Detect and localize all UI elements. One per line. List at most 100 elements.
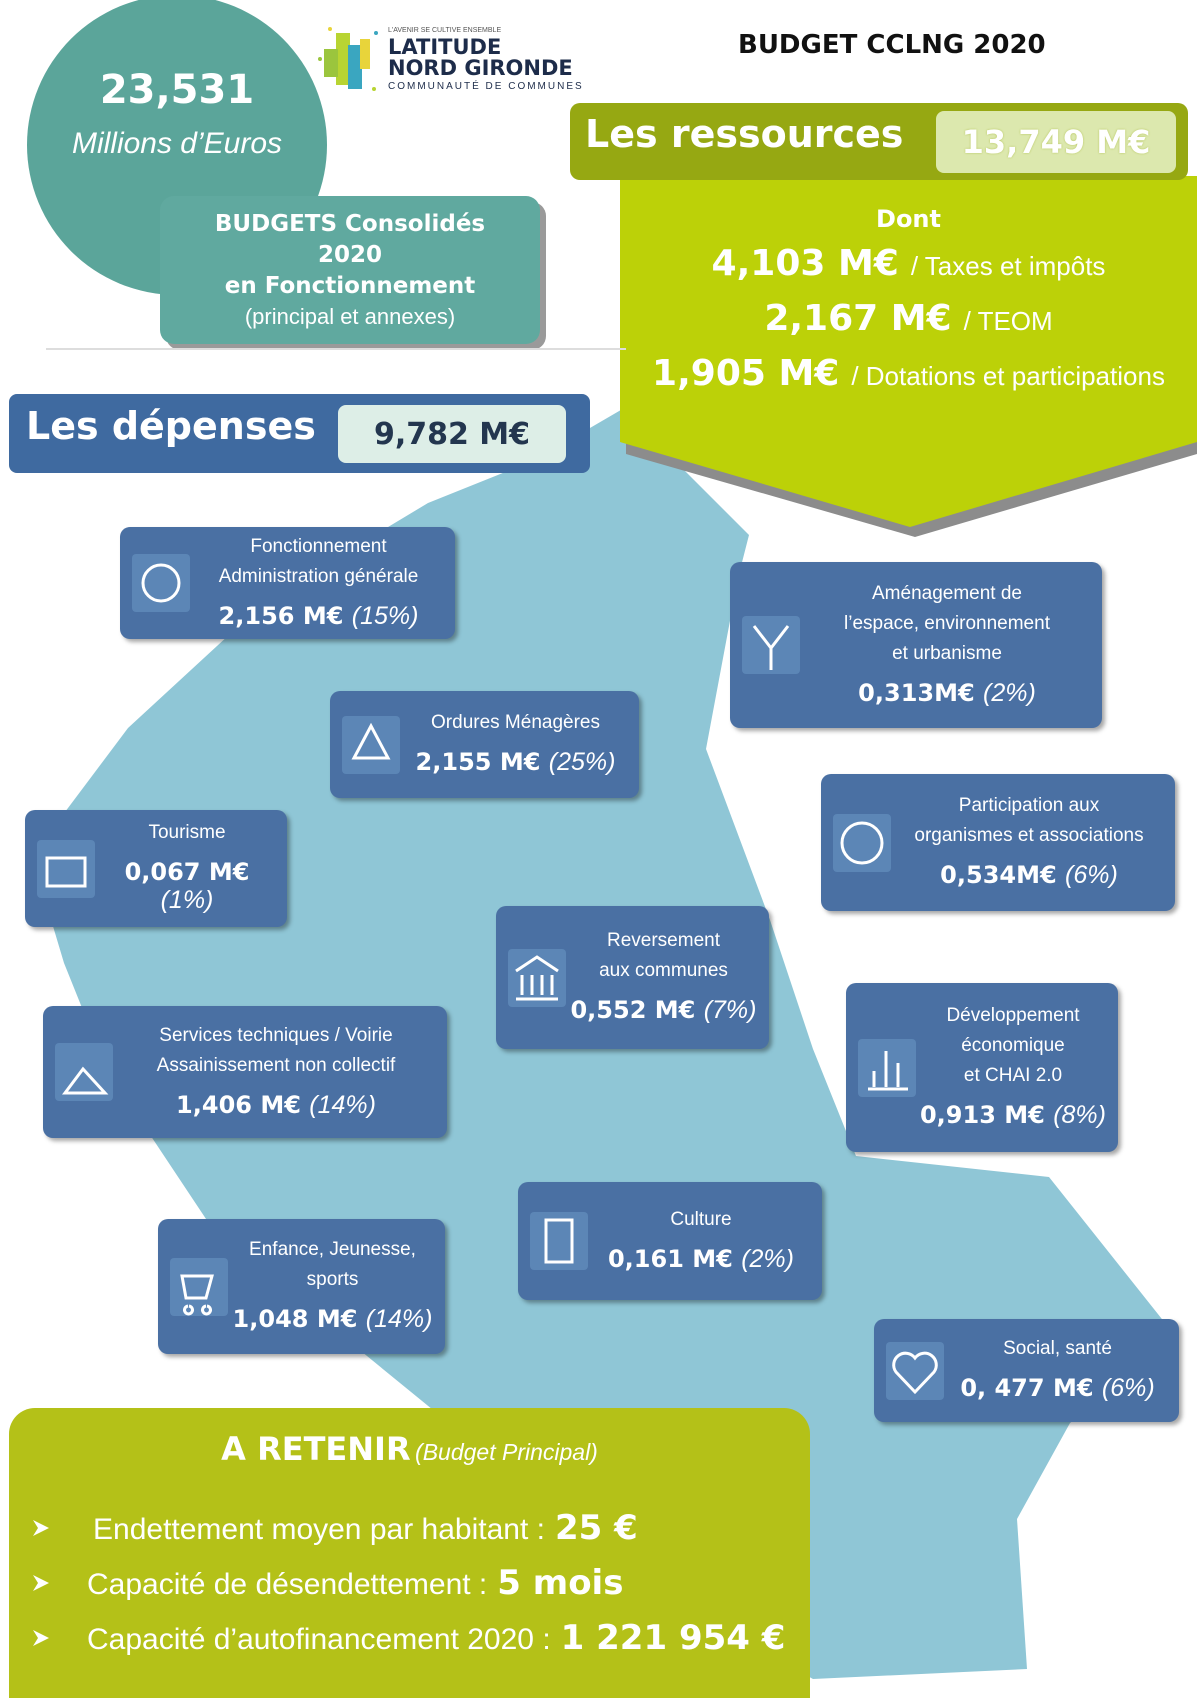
- expense-card: Culture 0,161 M€ (2%): [518, 1182, 822, 1300]
- expense-icon: [342, 715, 400, 774]
- expense-icon: [170, 1257, 228, 1316]
- key-figures: A RETENIR (Budget Principal) Endettement…: [9, 1408, 810, 1698]
- expense-label: Ordures Ménagères: [431, 712, 600, 733]
- expense-share: (8%): [1053, 1101, 1106, 1129]
- expense-text: Culture 0,161 M€ (2%): [590, 1209, 812, 1274]
- expense-label: Administration générale: [218, 565, 419, 587]
- expense-label: Développement: [946, 1005, 1080, 1026]
- icon-shape: [62, 1066, 109, 1095]
- expense-card: Enfance, Jeunesse, sports 1,048 M€ (14%): [158, 1219, 445, 1354]
- expense-label: et CHAI 2.0: [963, 1065, 1063, 1086]
- expense-amount: 0,067 M€: [124, 858, 250, 886]
- resource-label: / Dotations et participations: [851, 361, 1165, 391]
- resource-amount: 4,103 M€: [711, 243, 899, 284]
- consolidated-line: BUDGETS Consolidés: [214, 210, 486, 237]
- key-figure-label: Endettement moyen par habitant :: [93, 1513, 545, 1546]
- expense-amount-row: 1,406 M€ (14%): [115, 1091, 437, 1120]
- expense-icon: [833, 813, 891, 872]
- icon-shape: [180, 1274, 214, 1315]
- expense-label: Social, santé: [1003, 1338, 1112, 1359]
- expense-card: Fonctionnement Administration générale 2,1…: [120, 527, 455, 639]
- expense-text: Aménagement de l’espace, environnement et …: [802, 583, 1092, 708]
- resource-amount: 1,905 M€: [652, 353, 840, 394]
- expense-amount: 0,161 M€: [607, 1244, 733, 1273]
- expense-share: (1%): [160, 886, 214, 914]
- expense-amount-row: 0,913 M€ (8%): [918, 1101, 1108, 1130]
- icon-shape: [868, 1050, 908, 1090]
- expense-amount: 1,406 M€: [176, 1090, 301, 1119]
- expense-text: Ordures Ménagères 2,155 M€ (25%): [402, 712, 629, 777]
- logo-line: COMMUNAUTÉ DE COMMUNES: [388, 81, 584, 92]
- expense-label: Participation aux: [958, 795, 1100, 816]
- page-title: BUDGET CCLNG 2020: [738, 30, 1046, 60]
- icon-shape: [840, 821, 884, 864]
- arrow-shape: [33, 1520, 49, 1536]
- expense-label: Enfance, Jeunesse,: [249, 1239, 416, 1260]
- icon-bg: [37, 839, 95, 898]
- expense-label: Tourisme: [148, 822, 226, 843]
- expense-text: Services techniques / Voirie Assainisseme…: [115, 1025, 437, 1120]
- key-figure-value: 1 221 954 €: [560, 1618, 786, 1658]
- expense-share: (14%): [309, 1090, 376, 1119]
- key-figure: Endettement moyen par habitant : 25 €: [29, 1508, 638, 1548]
- expense-amount-row: 0,067 M€ (1%): [97, 858, 277, 915]
- bullet-arrow: [33, 1575, 49, 1591]
- expense-amount-row: 0,552 M€ (7%): [568, 996, 759, 1025]
- expenses-title: Les dépenses: [26, 404, 316, 448]
- key-figures-title: A RETENIR: [221, 1430, 411, 1468]
- expense-label: l’espace, environnement: [844, 612, 1050, 634]
- expense-label: Services techniques / Voirie: [159, 1024, 393, 1046]
- expense-text: Enfance, Jeunesse, sports 1,048 M€ (14%): [230, 1239, 435, 1334]
- expense-amount: 0,913 M€: [919, 1101, 1045, 1129]
- expense-icon: [508, 948, 566, 1007]
- divider: [46, 348, 626, 350]
- expense-amount-row: 2,155 M€ (25%): [402, 748, 629, 777]
- expense-card: Services techniques / Voirie Assainisseme…: [43, 1006, 447, 1138]
- expense-amount: 2,156 M€: [218, 601, 344, 630]
- expense-card: Participation aux organismes et associati…: [821, 774, 1175, 911]
- logo-mark: [318, 27, 378, 91]
- logo-line: LATITUDE: [388, 35, 502, 59]
- bullet-arrow: [33, 1630, 49, 1646]
- expense-text: Tourisme 0,067 M€ (1%): [97, 822, 277, 915]
- expense-card: Tourisme 0,067 M€ (1%): [25, 810, 287, 927]
- expense-label: et urbanisme: [892, 642, 1002, 664]
- expense-amount: 1,048 M€: [232, 1305, 358, 1333]
- expense-label: Culture: [670, 1208, 732, 1230]
- consolidated-line: 2020: [317, 241, 382, 268]
- resources-intro: Dont: [876, 205, 941, 233]
- key-figures-header: A RETENIR (Budget Principal): [9, 1430, 810, 1468]
- expense-amount: 0,534M€: [940, 861, 1057, 889]
- expense-card: Reversement aux communes 0,552 M€ (7%): [496, 906, 769, 1049]
- expense-amount: 2,155 M€: [415, 748, 541, 776]
- expense-amount: 0,552 M€: [570, 996, 696, 1024]
- expense-text: Développement économique et CHAI 2.0 0,913 …: [918, 1005, 1108, 1130]
- expense-share: (2%): [983, 678, 1036, 707]
- resources-list: Dont 4,103 M€ / Taxes et impôts 2,167 M€ / …: [620, 205, 1197, 394]
- expense-share: (25%): [548, 748, 616, 776]
- expense-share: (7%): [703, 996, 757, 1024]
- expense-label: sports: [306, 1269, 359, 1290]
- expense-card: Social, santé 0, 477 M€ (6%): [874, 1319, 1179, 1422]
- resource-label: / TEOM: [963, 306, 1053, 336]
- expense-icon: [132, 554, 190, 612]
- icon-shape: [515, 954, 559, 1000]
- expense-card: Aménagement de l’espace, environnement et …: [730, 562, 1102, 728]
- icon-bg: [170, 1257, 228, 1316]
- expense-label: Reversement: [607, 930, 720, 951]
- expense-amount-row: 0, 477 M€ (6%): [946, 1374, 1169, 1403]
- resource-item: 2,167 M€ / TEOM: [620, 298, 1197, 339]
- expense-text: Social, santé 0, 477 M€ (6%): [946, 1338, 1169, 1403]
- expense-share: (15%): [351, 601, 419, 630]
- logo: L'AVENIR SE CULTIVE ENSEMBLE LATITUDE NO…: [316, 19, 596, 103]
- expense-amount-row: 0,161 M€ (2%): [590, 1245, 812, 1274]
- logo-line: NORD GIRONDE: [388, 56, 573, 80]
- resource-item: 1,905 M€ / Dotations et participations: [620, 353, 1197, 394]
- expense-icon: [742, 616, 800, 674]
- icon-bg: [886, 1341, 944, 1400]
- resource-amount: 2,167 M€: [764, 298, 952, 339]
- consolidated-line: en Fonctionnement: [224, 272, 476, 299]
- resource-item: 4,103 M€ / Taxes et impôts: [620, 243, 1197, 284]
- expense-label: organismes et associations: [914, 825, 1144, 846]
- expense-share: (6%): [1101, 1374, 1155, 1402]
